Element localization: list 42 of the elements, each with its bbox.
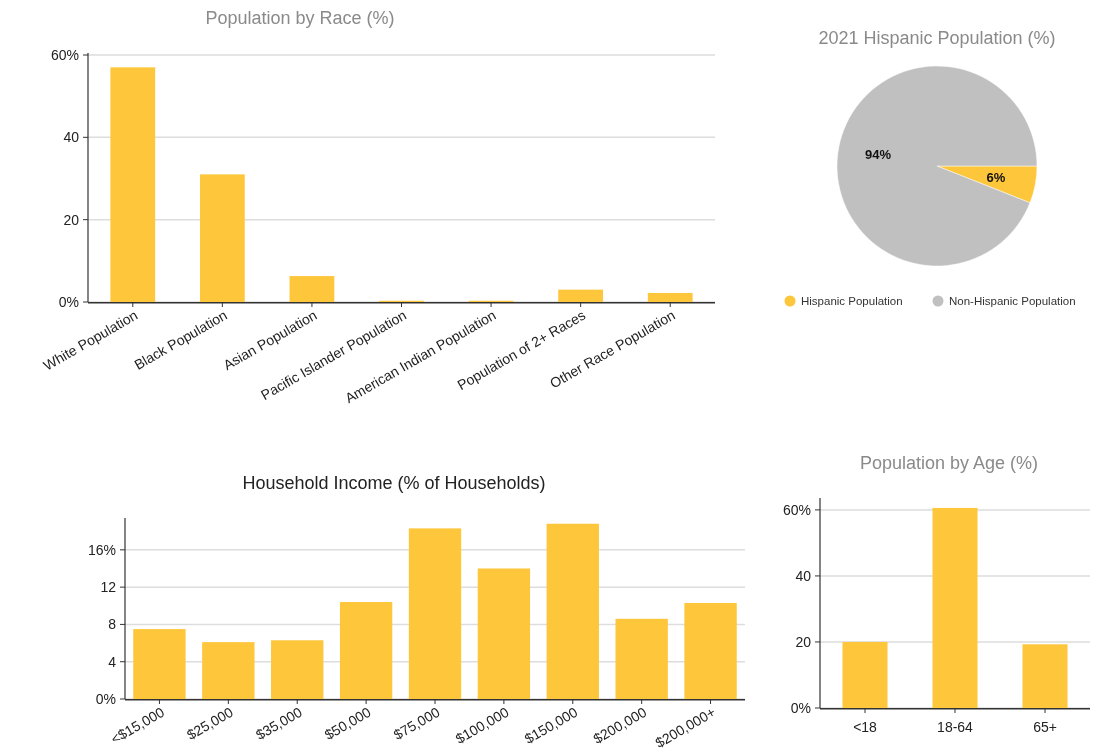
y-tick-label: 20: [63, 211, 80, 228]
y-tick-label: 4: [108, 653, 117, 670]
y-tick-label: 0%: [790, 699, 811, 716]
data-label: 94%: [865, 147, 892, 163]
bar: [477, 568, 531, 699]
bar: [339, 602, 393, 699]
bar: [932, 507, 978, 708]
y-tick-label: 0%: [58, 293, 79, 310]
legend-label: Non-Hispanic Population: [949, 295, 1076, 308]
bar: [558, 289, 604, 302]
bar: [615, 618, 668, 699]
bar: [1022, 644, 1068, 708]
bar: [842, 641, 888, 708]
y-tick-label: 16%: [87, 541, 116, 558]
bar: [289, 276, 335, 302]
x-tick-label: <18: [853, 719, 878, 735]
pie-slice: [836, 65, 1038, 267]
y-tick-label: 60%: [50, 46, 79, 63]
bar: [110, 67, 156, 302]
y-tick-label: 12: [100, 579, 117, 596]
chart-title: Population by Race (%): [205, 8, 395, 28]
bar: [199, 174, 245, 302]
legend-label: Hispanic Population: [801, 295, 903, 308]
y-tick-label: 40: [795, 567, 812, 584]
y-tick-label: 8: [108, 616, 117, 633]
bar: [202, 642, 255, 699]
bar: [647, 292, 693, 302]
y-tick-label: 20: [795, 633, 812, 650]
bar: [408, 528, 462, 699]
x-tick-label: 65+: [1033, 719, 1057, 735]
chart-title: 2021 Hispanic Population (%): [818, 28, 1056, 48]
y-tick-label: 0%: [95, 690, 116, 707]
bar: [271, 640, 324, 699]
data-label: 6%: [986, 169, 1006, 185]
bar: [133, 629, 186, 699]
chart-title: Household Income (% of Households): [242, 473, 546, 493]
chart-title: Population by Age (%): [859, 453, 1039, 473]
bar: [684, 602, 737, 699]
y-tick-label: 40: [63, 129, 80, 146]
y-tick-label: 60%: [782, 501, 811, 518]
x-tick-label: 18-64: [937, 719, 974, 735]
bar: [546, 523, 599, 699]
